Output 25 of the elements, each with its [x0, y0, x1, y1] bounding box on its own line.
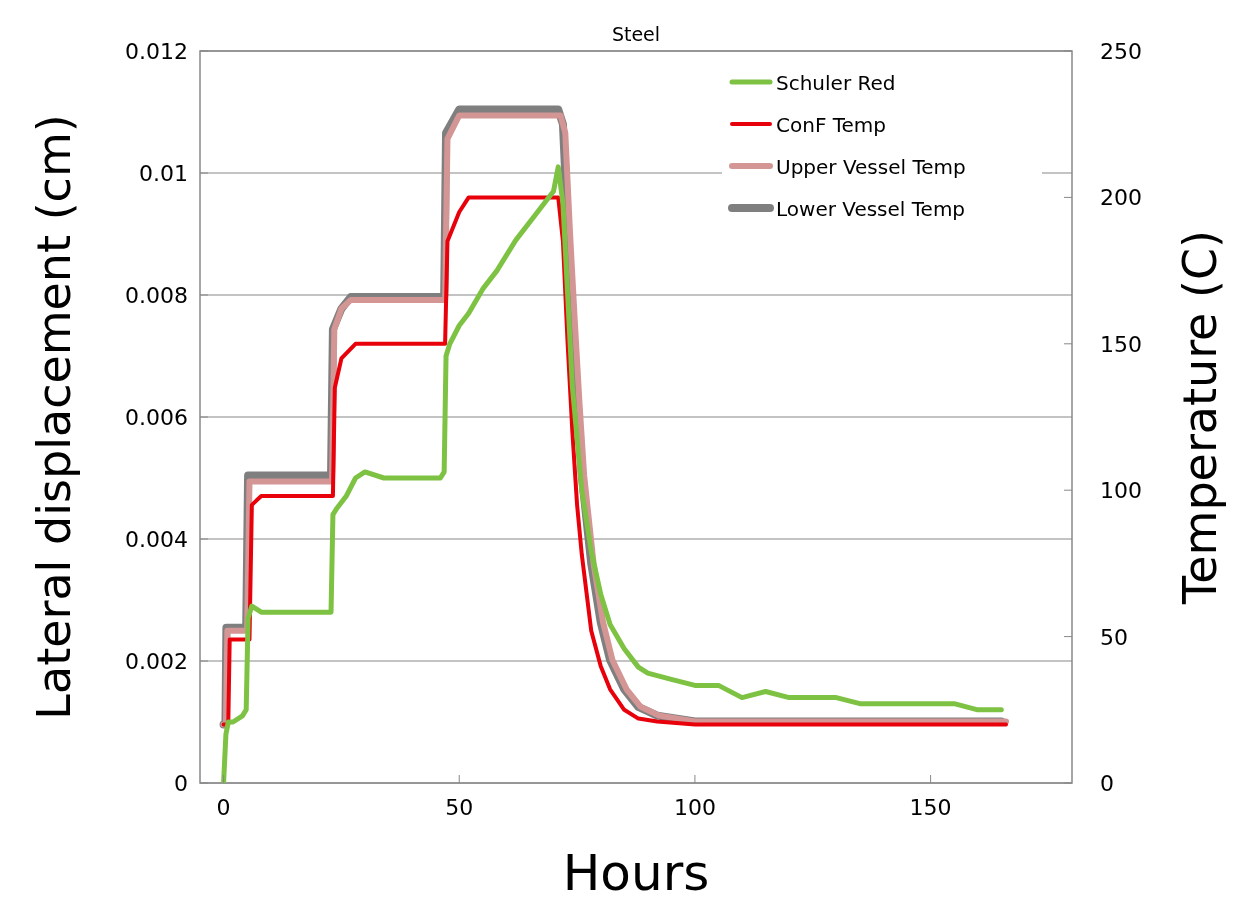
y-tick-label: 0: [174, 771, 188, 796]
legend-label: ConF Temp: [776, 113, 887, 137]
legend-label: Lower Vessel Temp: [776, 197, 966, 221]
y2-tick-label: 0: [1100, 771, 1114, 796]
y-tick-label: 0.006: [125, 405, 188, 430]
x-axis-title: Hours: [562, 844, 710, 902]
y-axis-title: Lateral displacement (cm): [27, 114, 81, 720]
y2-tick-label: 150: [1100, 331, 1142, 357]
x-tick-label: 150: [909, 795, 952, 820]
x-tick-label: 100: [673, 795, 716, 820]
x-tick-label: 0: [216, 795, 231, 820]
chart-title: Steel: [611, 23, 661, 45]
x-tick-label: 50: [445, 795, 474, 820]
y-tick-label: 0.004: [125, 527, 188, 552]
y2-tick-label: 250: [1100, 39, 1142, 64]
y2-tick-label: 100: [1100, 478, 1142, 504]
y-tick-label: 0.008: [125, 283, 188, 308]
y2-tick-label: 200: [1100, 185, 1142, 211]
y2-axis-title: Temperature (C): [1173, 229, 1227, 606]
legend-label: Schuler Red: [776, 71, 896, 95]
y-tick-label: 0.012: [125, 39, 188, 64]
y-tick-label: 0.002: [125, 649, 188, 674]
legend-label: Upper Vessel Temp: [776, 155, 966, 179]
y2-tick-label: 50: [1100, 624, 1128, 650]
y-tick-label: 0.01: [139, 161, 188, 186]
